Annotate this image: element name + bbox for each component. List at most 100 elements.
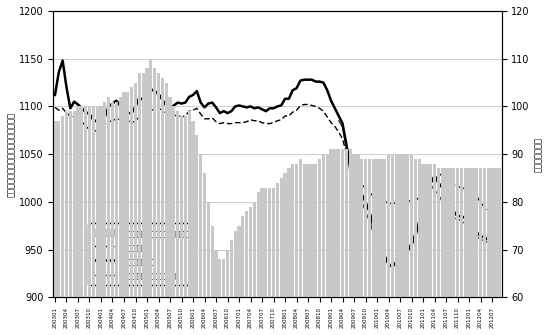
Bar [283,173,287,335]
Bar [180,116,183,335]
Bar [161,78,164,335]
Bar [264,188,267,335]
Bar [249,207,252,335]
Bar [222,259,226,335]
Bar [483,169,486,335]
Bar [498,169,502,335]
Bar [122,92,125,335]
Bar [272,188,275,335]
Legend: 鉱工業生産指数（参考、棒グラフ）, 鉱工業雇用者, 鉱工業マンアワー, 鉱工業マンアワー（推定値）: 鉱工業生産指数（参考、棒グラフ）, 鉱工業雇用者, 鉱工業マンアワー, 鉱工業マ… [88,223,196,285]
Bar [448,169,452,335]
Bar [76,107,80,335]
Bar [345,149,348,335]
Bar [310,164,314,335]
Bar [318,159,321,335]
Y-axis label: 雇用者数・マンアワー（１０００人）: 雇用者数・マンアワー（１０００人） [7,112,16,197]
Bar [487,169,490,335]
Bar [276,183,279,335]
Bar [100,107,103,335]
Bar [195,135,199,335]
Bar [218,259,222,335]
Bar [295,164,298,335]
Bar [256,192,260,335]
Bar [437,169,440,335]
Bar [329,149,333,335]
Bar [53,121,57,335]
Bar [73,111,76,335]
Bar [145,68,149,335]
Bar [398,154,402,335]
Bar [475,169,478,335]
Bar [230,240,233,335]
Bar [153,68,156,335]
Bar [372,159,375,335]
Bar [199,154,202,335]
Bar [406,154,409,335]
Bar [491,169,494,335]
Bar [241,216,245,335]
Bar [379,159,382,335]
Bar [184,116,187,335]
Bar [302,164,306,335]
Bar [394,154,398,335]
Bar [214,250,218,335]
Bar [417,159,421,335]
Bar [333,149,337,335]
Bar [299,159,302,335]
Bar [234,230,237,335]
Bar [176,111,179,335]
Bar [268,188,271,335]
Bar [464,169,467,335]
Bar [421,164,425,335]
Bar [414,159,417,335]
Bar [433,164,436,335]
Bar [360,159,364,335]
Bar [402,154,405,335]
Bar [65,111,68,335]
Bar [134,82,137,335]
Bar [479,169,482,335]
Bar [383,159,386,335]
Bar [337,149,340,335]
Bar [314,164,317,335]
Bar [494,169,498,335]
Bar [126,92,129,335]
Y-axis label: 鉱工業生産指数: 鉱工業生産指数 [534,137,543,172]
Bar [245,211,248,335]
Bar [88,107,91,335]
Bar [168,97,172,335]
Bar [471,169,475,335]
Bar [306,164,310,335]
Bar [425,164,428,335]
Bar [353,154,356,335]
Bar [322,154,325,335]
Bar [441,169,444,335]
Bar [203,173,206,335]
Bar [157,73,160,335]
Bar [115,102,118,335]
Bar [107,97,111,335]
Bar [238,226,241,335]
Bar [456,169,459,335]
Bar [149,59,152,335]
Bar [368,159,371,335]
Bar [326,154,329,335]
Bar [364,159,367,335]
Bar [287,169,290,335]
Bar [390,154,394,335]
Bar [226,250,229,335]
Bar [103,102,107,335]
Bar [376,159,379,335]
Bar [111,102,114,335]
Bar [460,169,463,335]
Bar [387,154,390,335]
Bar [96,107,99,335]
Bar [468,169,471,335]
Bar [92,107,95,335]
Bar [57,121,60,335]
Bar [69,111,72,335]
Bar [356,154,360,335]
Bar [80,107,84,335]
Bar [61,116,64,335]
Bar [141,73,145,335]
